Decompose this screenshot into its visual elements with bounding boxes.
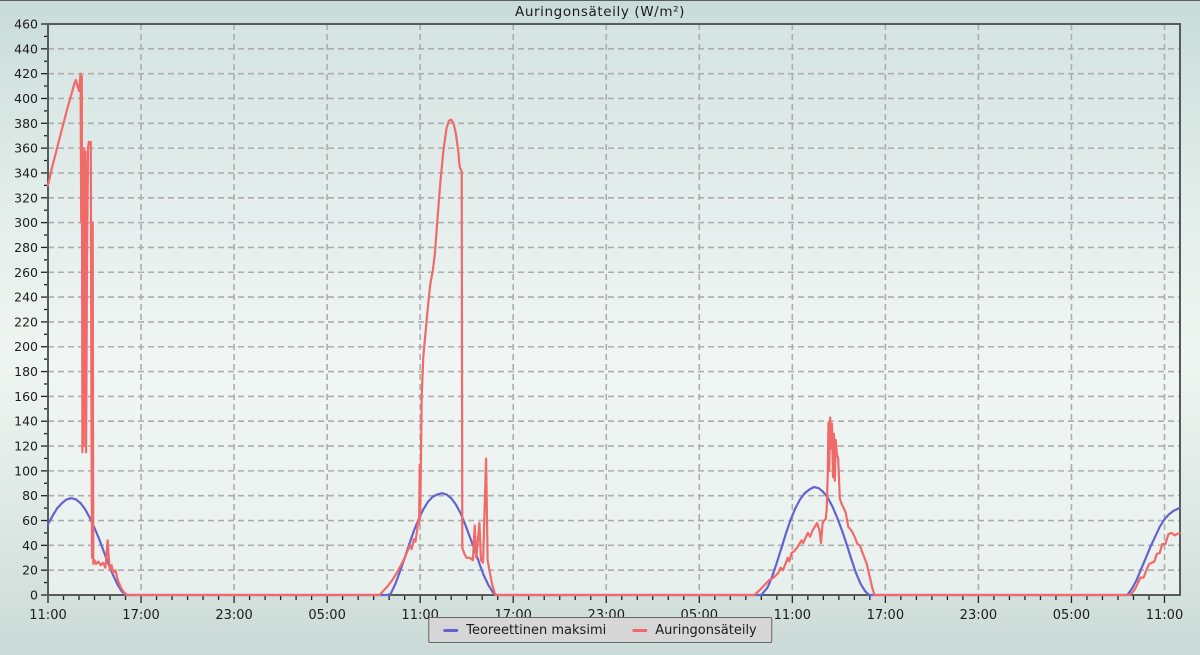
- svg-text:400: 400: [14, 91, 38, 106]
- svg-text:320: 320: [14, 190, 38, 205]
- legend-item-solar-radiation: Auringonsäteily: [632, 623, 757, 638]
- svg-text:100: 100: [14, 463, 38, 478]
- svg-text:460: 460: [14, 17, 38, 32]
- svg-text:20: 20: [22, 563, 38, 578]
- svg-text:40: 40: [22, 538, 38, 553]
- svg-text:05:00: 05:00: [1053, 608, 1090, 623]
- svg-text:0: 0: [30, 588, 38, 603]
- svg-text:440: 440: [14, 41, 38, 56]
- svg-text:23:00: 23:00: [960, 608, 997, 623]
- chart-title: Auringonsäteily (W/m²): [515, 4, 685, 20]
- svg-text:200: 200: [14, 339, 38, 354]
- svg-text:05:00: 05:00: [308, 608, 345, 623]
- svg-text:360: 360: [14, 141, 38, 156]
- svg-text:17:00: 17:00: [122, 608, 159, 623]
- legend-item-theoretical-max: Teoreettinen maksimi: [443, 623, 606, 638]
- svg-text:60: 60: [22, 513, 38, 528]
- svg-text:240: 240: [14, 290, 38, 305]
- legend-label-solar-radiation: Auringonsäteily: [655, 622, 757, 638]
- svg-text:340: 340: [14, 165, 38, 180]
- svg-text:420: 420: [14, 66, 38, 81]
- svg-text:220: 220: [14, 314, 38, 329]
- svg-text:80: 80: [22, 488, 38, 503]
- theoretical-max-line-swatch-icon: [443, 628, 459, 632]
- legend-label-theoretical-max: Teoreettinen maksimi: [466, 622, 607, 638]
- svg-text:11:00: 11:00: [774, 608, 811, 623]
- svg-text:160: 160: [14, 389, 38, 404]
- svg-text:23:00: 23:00: [215, 608, 252, 623]
- svg-text:11:00: 11:00: [1146, 608, 1183, 623]
- svg-text:180: 180: [14, 364, 38, 379]
- svg-text:17:00: 17:00: [867, 608, 904, 623]
- solar-radiation-line-swatch-icon: [632, 628, 648, 632]
- svg-text:380: 380: [14, 116, 38, 131]
- svg-text:280: 280: [14, 240, 38, 255]
- svg-text:11:00: 11:00: [29, 608, 66, 623]
- svg-text:260: 260: [14, 265, 38, 280]
- svg-text:120: 120: [14, 439, 38, 454]
- legend: Teoreettinen maksimi Auringonsäteily: [428, 617, 772, 643]
- svg-text:140: 140: [14, 414, 38, 429]
- svg-text:300: 300: [14, 215, 38, 230]
